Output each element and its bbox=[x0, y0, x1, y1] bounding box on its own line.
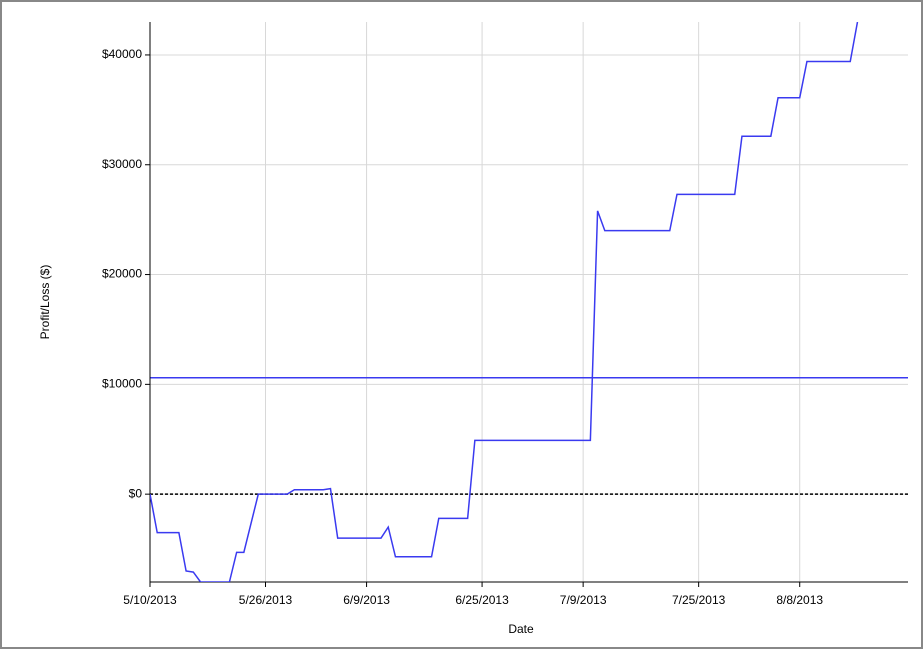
x-tick-label: 5/26/2013 bbox=[239, 593, 293, 607]
x-tick-label: 7/25/2013 bbox=[672, 593, 726, 607]
y-tick-label: $40000 bbox=[102, 47, 142, 61]
x-tick-label: 6/25/2013 bbox=[455, 593, 509, 607]
y-axis-label: Profit/Loss ($) bbox=[38, 265, 52, 340]
y-tick-label: $10000 bbox=[102, 377, 142, 391]
data-line bbox=[150, 22, 859, 582]
y-tick-label: $0 bbox=[129, 486, 143, 500]
y-tick-label: $30000 bbox=[102, 157, 142, 171]
y-tick-label: $20000 bbox=[102, 267, 142, 281]
x-axis-label: Date bbox=[508, 622, 534, 636]
x-tick-label: 8/8/2013 bbox=[776, 593, 823, 607]
x-tick-label: 5/10/2013 bbox=[123, 593, 177, 607]
x-tick-label: 6/9/2013 bbox=[343, 593, 390, 607]
x-tick-label: 7/9/2013 bbox=[560, 593, 607, 607]
